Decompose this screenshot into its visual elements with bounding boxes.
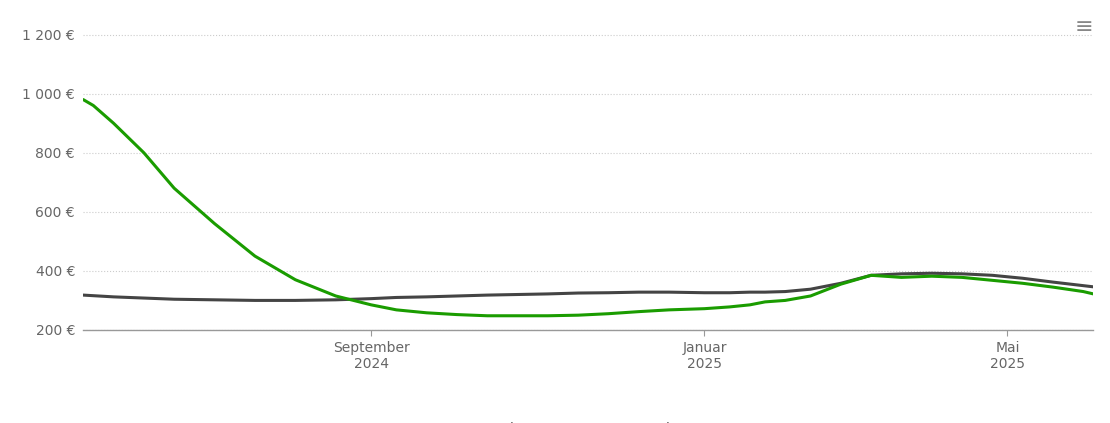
- Legend: lose Ware, Sackware: lose Ware, Sackware: [463, 417, 714, 423]
- Text: ≡: ≡: [1074, 17, 1093, 37]
